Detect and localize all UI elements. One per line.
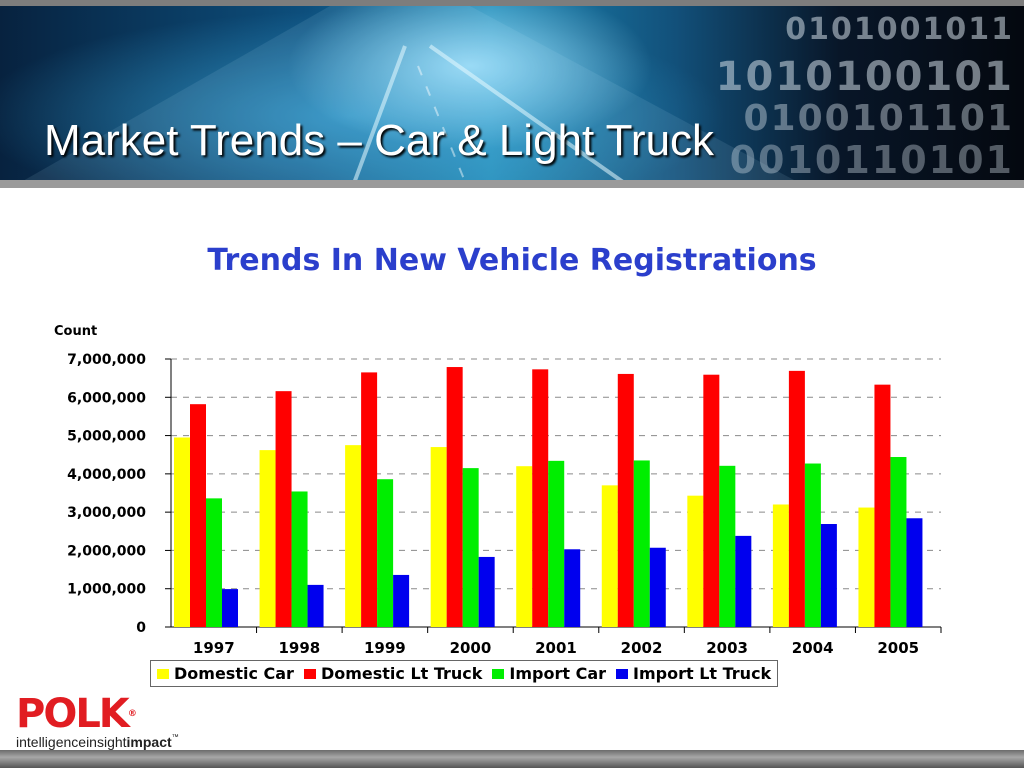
- bar: [259, 450, 276, 627]
- x-tick-label: 1998: [278, 639, 320, 657]
- bar: [516, 466, 533, 627]
- bar: [532, 369, 549, 627]
- x-tick-label: 1997: [193, 639, 235, 657]
- binary-text-2: 1010100101: [715, 54, 1014, 100]
- x-tick-label: 2004: [792, 639, 834, 657]
- header-banner: 0101001011 1010100101 0100101101 0010110…: [0, 0, 1024, 188]
- logo-wordmark: POLK: [16, 691, 130, 737]
- chart-legend: Domestic Car Domestic Lt Truck Import Ca…: [150, 660, 779, 687]
- bar: [858, 507, 875, 627]
- bar: [393, 574, 410, 627]
- y-tick-label: 3,000,000: [67, 505, 146, 521]
- bar: [222, 589, 238, 627]
- legend-item-import-lt-truck: Import Lt Truck: [616, 664, 771, 683]
- x-tick-label: 2001: [535, 639, 577, 657]
- bar: [633, 460, 650, 627]
- registered-mark: ®: [127, 709, 137, 719]
- legend-item-domestic-lt-truck: Domestic Lt Truck: [303, 664, 483, 683]
- y-tick-label: 1,000,000: [67, 582, 146, 598]
- legend-item-import-car: Import Car: [492, 664, 606, 683]
- bar: [291, 491, 308, 627]
- legend-item-domestic-car: Domestic Car: [157, 664, 294, 683]
- tagline-intelligence: intelligence: [16, 734, 87, 750]
- bar: [377, 479, 394, 627]
- tagline-insight: insight: [86, 734, 127, 750]
- polk-logo: POLK® intelligenceinsightimpact™: [16, 694, 179, 750]
- legend-label: Import Car: [509, 664, 607, 683]
- bar: [478, 556, 495, 627]
- chart-title: Trends In New Vehicle Registrations: [207, 243, 817, 278]
- binary-text-1: 0101001011: [785, 12, 1014, 47]
- bar: [190, 404, 206, 627]
- x-tick-label: 1999: [364, 639, 406, 657]
- binary-text-4: 0010110101: [729, 138, 1014, 182]
- bar: [462, 468, 479, 627]
- trademark-mark: ™: [171, 734, 179, 741]
- bar: [804, 463, 821, 627]
- bar: [548, 460, 565, 627]
- bar: [890, 457, 907, 627]
- x-tick-label: 2005: [877, 639, 919, 657]
- bar: [649, 547, 666, 627]
- bar: [564, 549, 581, 627]
- bar: [735, 535, 752, 627]
- legend-swatch: [492, 668, 505, 679]
- bar: [275, 391, 292, 627]
- slide-title: Market Trends – Car & Light Truck: [44, 116, 715, 165]
- bar: [361, 372, 378, 627]
- legend-swatch: [616, 668, 629, 679]
- y-tick-label: 4,000,000: [67, 467, 146, 483]
- legend-label: Domestic Lt Truck: [320, 664, 483, 683]
- legend-swatch: [157, 668, 169, 679]
- y-tick-label: 5,000,000: [67, 429, 146, 445]
- tagline-impact: impact: [126, 734, 172, 750]
- bar: [788, 370, 805, 627]
- bar: [703, 374, 720, 627]
- y-tick-label: 0: [136, 620, 146, 636]
- bar: [601, 485, 618, 627]
- bar: [617, 373, 634, 627]
- y-tick-label: 7,000,000: [67, 352, 146, 368]
- bar: [719, 465, 736, 627]
- bar: [174, 437, 190, 627]
- y-axis-label: Count: [54, 324, 97, 339]
- bar: [906, 518, 923, 627]
- binary-text-3: 0100101101: [743, 98, 1014, 139]
- legend-swatch: [303, 668, 316, 679]
- x-tick-label: 2003: [706, 639, 748, 657]
- x-tick-label: 2002: [621, 639, 663, 657]
- bar: [820, 524, 837, 627]
- y-tick-label: 2,000,000: [67, 543, 146, 559]
- bar: [345, 445, 362, 627]
- x-tick-label: 2000: [450, 639, 492, 657]
- bar: [874, 384, 891, 627]
- legend-label: Domestic Car: [174, 664, 294, 683]
- legend-label: Import Lt Truck: [633, 664, 772, 683]
- bar: [772, 504, 789, 627]
- bar: [446, 367, 463, 627]
- road-graphic: [24, 6, 794, 180]
- logo-tagline: intelligenceinsightimpact™: [16, 734, 179, 750]
- bar: [307, 584, 324, 627]
- logo-mark: POLK®: [16, 694, 179, 734]
- footer-bar: [0, 750, 1024, 768]
- bar: [206, 498, 222, 627]
- bar-chart: Count 0 1,000,000 2,000,000 3,000,000 4,000,0…: [54, 324, 942, 657]
- y-tick-label: 6,000,000: [67, 390, 146, 406]
- bar: [430, 447, 447, 627]
- bar: [687, 495, 704, 627]
